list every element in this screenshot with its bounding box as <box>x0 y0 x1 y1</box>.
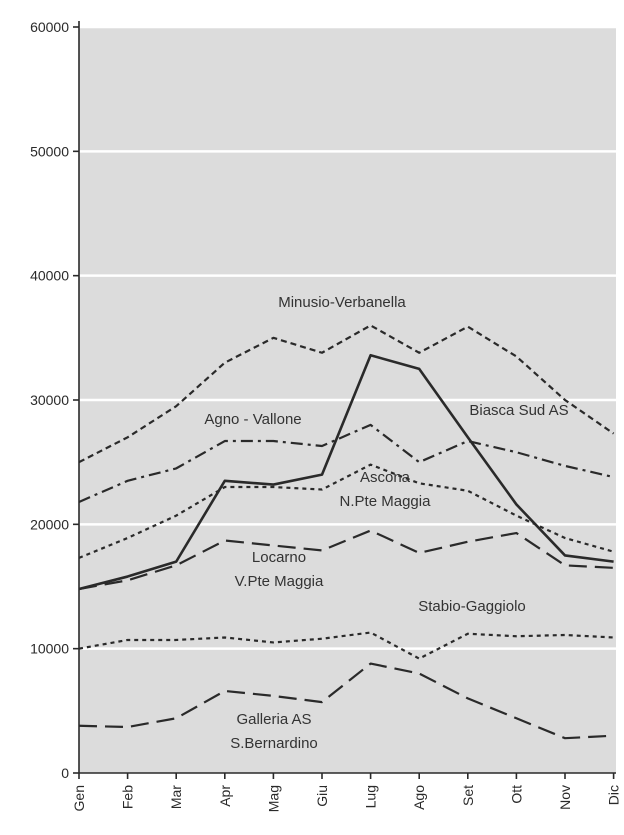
y-tick-label: 60000 <box>30 19 69 35</box>
x-tick-label: Nov <box>557 785 573 810</box>
x-tick-label: Ott <box>508 785 524 804</box>
series-line-minusio-verbanella <box>78 324 615 464</box>
grid-lines <box>79 25 616 650</box>
series-line-galleria-as-s-bernardino <box>78 662 614 740</box>
y-tick-label: 0 <box>61 765 69 781</box>
x-tick-label: Mar <box>168 785 184 809</box>
series-label-minusio-verbanella: Minusio-Verbanella <box>278 294 406 311</box>
y-tick-label: 10000 <box>30 641 69 657</box>
series-line-locarno-v-pte-maggia <box>78 529 614 591</box>
series-lines <box>78 324 615 740</box>
x-tick-label: Apr <box>217 785 233 807</box>
x-tick-label: Feb <box>120 785 136 809</box>
x-tick-label: Lug <box>363 785 379 808</box>
series-label-biasca-sud-as: Biasca Sud AS <box>469 402 568 419</box>
series-label-ascona-n-pte-maggia: Ascona <box>360 469 411 486</box>
series-label-agno-vallone: Agno - Vallone <box>204 411 301 428</box>
series-labels: Minusio-Verbanella Biasca Sud AS Agno - Va… <box>204 294 568 752</box>
series-line-ascona-n-pte-maggia <box>78 463 614 559</box>
x-tick-label: Giu <box>314 785 330 807</box>
axes: 0 10000 20000 30000 40000 50000 60000 Gen Feb Mar… <box>30 19 622 812</box>
series-label-stabio-gaggiolo: Stabio-Gaggiolo <box>418 598 526 615</box>
series-label-locarno-v-pte-maggia: Locarno <box>252 549 306 566</box>
series-label-locarno-v-pte-maggia: V.Pte Maggia <box>235 573 324 590</box>
series-line-biasca-sud-as <box>78 353 614 591</box>
series-line-agno-vallone <box>78 423 614 503</box>
series-label-galleria-as-s-bernardino: S.Bernardino <box>230 735 318 752</box>
y-tick-label: 50000 <box>30 143 69 159</box>
series-label-galleria-as-s-bernardino: Galleria AS <box>236 711 311 728</box>
x-tick-label: Ago <box>411 785 427 810</box>
x-tick-label: Mag <box>265 785 281 812</box>
y-tick-label: 30000 <box>30 392 69 408</box>
x-tick-label: Dic <box>606 785 622 805</box>
y-tick-label: 40000 <box>30 268 69 284</box>
series-line-stabio-gaggiolo <box>78 631 614 660</box>
series-label-ascona-n-pte-maggia: N.Pte Maggia <box>340 493 432 510</box>
y-tick-label: 20000 <box>30 516 69 532</box>
x-tick-label: Set <box>460 785 476 806</box>
x-tick-label: Gen <box>71 785 87 811</box>
